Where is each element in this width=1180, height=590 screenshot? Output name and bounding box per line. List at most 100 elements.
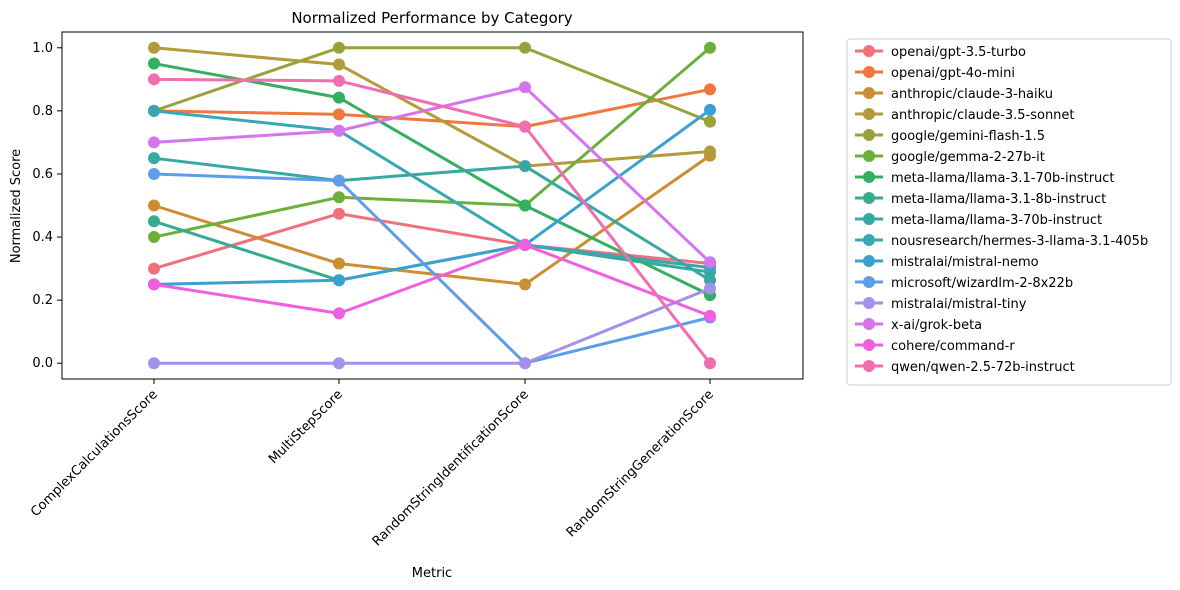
y-tick-label: 0.4 bbox=[32, 230, 53, 245]
legend-label: openai/gpt-3.5-turbo bbox=[891, 45, 1026, 60]
y-tick-label: 0.2 bbox=[32, 293, 53, 308]
series-11 bbox=[148, 167, 716, 370]
legend-item: qwen/qwen-2.5-72b-instruct bbox=[855, 360, 1075, 375]
legend-label: x-ai/grok-beta bbox=[891, 318, 982, 333]
y-axis-label: Normalized Score bbox=[9, 149, 24, 263]
data-point bbox=[519, 199, 531, 212]
plot-frame bbox=[61, 31, 804, 380]
data-point bbox=[148, 231, 160, 244]
data-point bbox=[333, 58, 345, 71]
series-line bbox=[153, 156, 711, 282]
y-tick-label: 1.0 bbox=[32, 41, 53, 56]
legend-label: google/gemini-flash-1.5 bbox=[891, 129, 1045, 144]
series-line bbox=[153, 46, 711, 123]
data-point bbox=[333, 257, 345, 270]
data-point bbox=[148, 278, 160, 291]
legend-label: google/gemma-2-27b-it bbox=[891, 150, 1045, 165]
series-12 bbox=[148, 282, 716, 370]
legend-marker bbox=[863, 150, 875, 162]
data-point bbox=[148, 73, 160, 86]
legend-item: cohere/command-r bbox=[855, 339, 1015, 354]
data-point bbox=[704, 83, 716, 96]
series-line bbox=[153, 77, 712, 365]
series-line bbox=[153, 46, 711, 239]
legend-marker bbox=[863, 318, 875, 330]
data-point bbox=[704, 256, 716, 269]
data-point bbox=[519, 357, 531, 370]
series-line bbox=[153, 108, 711, 286]
data-point bbox=[333, 91, 345, 104]
data-point bbox=[333, 108, 345, 121]
legend-item: google/gemini-flash-1.5 bbox=[855, 129, 1045, 144]
legend-label: meta-llama/llama-3.1-8b-instruct bbox=[891, 192, 1106, 207]
y-axis: 0.0 0.2 0.4 0.6 0.8 1.0 bbox=[32, 41, 62, 371]
legend-marker bbox=[863, 339, 875, 351]
data-point bbox=[333, 274, 345, 287]
series-0 bbox=[148, 207, 716, 275]
series-line bbox=[153, 212, 711, 271]
legend-item: anthropic/claude-3.5-sonnet bbox=[855, 108, 1075, 123]
data-point bbox=[148, 41, 160, 54]
data-point bbox=[148, 262, 160, 275]
data-point bbox=[704, 145, 716, 158]
legend-marker bbox=[863, 66, 875, 78]
y-tick-label: 0.6 bbox=[32, 167, 53, 182]
legend-frame bbox=[846, 38, 1172, 386]
series-line bbox=[153, 87, 711, 129]
data-point bbox=[148, 167, 160, 180]
legend-item: mistralai/mistral-nemo bbox=[855, 255, 1039, 270]
series-line bbox=[153, 46, 711, 168]
data-point bbox=[704, 309, 716, 322]
series-14 bbox=[148, 238, 716, 322]
legend-item: openai/gpt-3.5-turbo bbox=[855, 45, 1026, 60]
legend-label: openai/gpt-4o-mini bbox=[891, 66, 1015, 81]
data-point bbox=[333, 191, 345, 204]
data-point bbox=[519, 238, 531, 251]
x-axis: ComplexCalculationsScore MultiStepScore Ra… bbox=[28, 379, 717, 549]
legend-marker bbox=[863, 171, 875, 183]
series-line bbox=[154, 287, 711, 365]
legend: openai/gpt-3.5-turbo openai/gpt-4o-mini an… bbox=[846, 38, 1172, 386]
legend-label: anthropic/claude-3-haiku bbox=[891, 87, 1053, 102]
legend-marker bbox=[863, 108, 875, 120]
x-axis-label: Metric bbox=[412, 566, 452, 581]
legend-label: meta-llama/llama-3.1-70b-instruct bbox=[891, 171, 1115, 186]
legend-marker bbox=[863, 234, 875, 246]
series-line bbox=[153, 172, 711, 365]
legend-item: nousresearch/hermes-3-llama-3.1-405b bbox=[855, 234, 1148, 249]
data-point bbox=[148, 357, 160, 370]
series-13 bbox=[148, 81, 716, 269]
legend-item: openai/gpt-4o-mini bbox=[855, 66, 1015, 81]
data-point bbox=[519, 81, 531, 94]
x-tick-label: ComplexCalculationsScore bbox=[28, 387, 161, 520]
data-point bbox=[704, 41, 716, 54]
data-point bbox=[704, 103, 716, 116]
legend-label: nousresearch/hermes-3-llama-3.1-405b bbox=[891, 234, 1148, 249]
data-point bbox=[519, 41, 531, 54]
data-point bbox=[519, 160, 531, 173]
chart-title: Normalized Performance by Category bbox=[291, 9, 572, 27]
data-point bbox=[333, 124, 345, 137]
legend-marker bbox=[863, 129, 875, 141]
data-point bbox=[148, 199, 160, 212]
data-point bbox=[148, 215, 160, 228]
x-tick-label: RandomStringGenerationScore bbox=[564, 387, 717, 540]
legend-marker bbox=[863, 360, 875, 372]
legend-label: mistralai/mistral-tiny bbox=[891, 297, 1027, 312]
series-line bbox=[153, 109, 711, 270]
series-line bbox=[153, 243, 711, 318]
legend-marker bbox=[863, 297, 875, 309]
data-point bbox=[704, 282, 716, 295]
legend-marker bbox=[863, 213, 875, 225]
series-7 bbox=[148, 215, 716, 287]
legend-label: microsoft/wizardlm-2-8x22b bbox=[891, 276, 1073, 291]
data-point bbox=[333, 41, 345, 54]
data-point bbox=[333, 357, 345, 370]
legend-item: meta-llama/llama-3-70b-instruct bbox=[855, 213, 1102, 228]
legend-label: mistralai/mistral-nemo bbox=[891, 255, 1039, 270]
legend-item: google/gemma-2-27b-it bbox=[855, 150, 1045, 165]
data-point bbox=[704, 357, 716, 370]
series-15 bbox=[148, 73, 716, 370]
data-point bbox=[148, 57, 160, 70]
